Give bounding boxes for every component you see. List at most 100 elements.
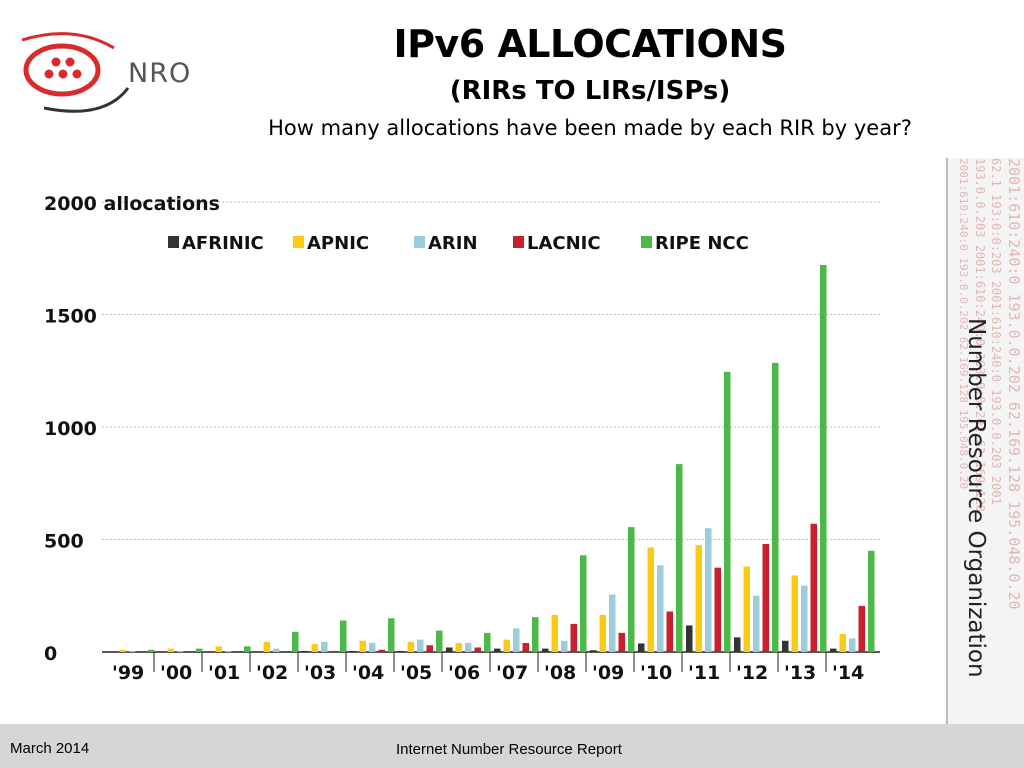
footer-date: March 2014 [10,740,90,757]
footer-report-name: Internet Number Resource Report [396,741,622,758]
legend-swatch [513,236,524,248]
x-tick-label: '10 [640,662,672,684]
logo-text: NRO [128,58,192,89]
logo-dot [65,57,75,67]
y-tick-label: 1500 [44,306,97,328]
bar-lacnic [618,632,625,652]
x-tick-label: '13 [784,662,816,684]
bar-lacnic [474,647,481,652]
logo-ring [23,43,101,97]
bar-arin [657,565,664,652]
bar-lacnic [762,544,769,652]
bar-apnic [599,614,606,652]
bar-afrinic [494,648,501,652]
bar-lacnic [522,643,529,652]
x-tick-label: '03 [304,662,336,684]
bar-ripe-ncc [724,371,731,652]
bar-apnic [455,643,462,652]
bar-arin [753,595,760,652]
x-tick-label: '08 [544,662,576,684]
x-tick-label: '99 [112,662,144,684]
bar-apnic [743,566,750,652]
bar-ripe-ncc [628,527,635,652]
bar-arin [513,628,520,652]
bar-arin [609,594,616,652]
bar-arin [321,641,328,652]
bar-lacnic [330,650,337,652]
bar-apnic [311,644,318,652]
deco-line: 2001:610:240:0 193.0.0.202 62.169.128 19… [1005,158,1023,610]
side-title: Number Resource Organization [963,318,989,678]
bar-apnic [503,639,510,652]
bar-ripe-ncc [148,649,155,652]
x-tick-label: '02 [256,662,288,684]
bar-ripe-ncc [244,646,251,652]
x-tick-label: '00 [160,662,192,684]
bar-afrinic [638,643,645,652]
bar-lacnic [570,623,577,652]
bar-lacnic [426,645,433,652]
bar-apnic [119,649,126,652]
deco-line: 62.1 193:0:0:203 2001:610:240:0 193.0.0.… [989,158,1003,505]
bar-apnic [359,640,366,652]
bar-arin [561,640,568,652]
deco-line: 193.0.0.203 2001:610:240:0 193.0.0.202 6… [973,158,987,513]
x-tick-label: '01 [208,662,240,684]
deco-line: 2001:610:240:0 193.0.0.202 62.169.128 19… [957,158,970,490]
legend-swatch [168,236,179,248]
bar-ripe-ncc [484,632,491,652]
bar-ripe-ncc [436,630,443,652]
bar-arin [129,650,136,652]
bar-afrinic [398,651,405,652]
legend-label: AFRINIC [182,233,264,254]
legend-swatch [641,236,652,248]
bar-arin [177,650,184,652]
bar-ripe-ncc [580,555,587,652]
bar-afrinic [590,650,597,652]
bar-apnic [551,614,558,652]
bar-ripe-ncc [532,617,539,652]
x-tick-label: '04 [352,662,384,684]
bar-ripe-ncc [676,464,683,652]
bar-afrinic [302,651,309,652]
logo-dot [44,69,54,79]
legend-swatch [414,236,425,248]
logo-swoosh-bottom [43,87,130,113]
x-tick-label: '05 [400,662,432,684]
page-title: IPv6 ALLOCATIONS [393,22,787,66]
bar-apnic [647,547,654,652]
bar-lacnic [858,605,865,652]
allocations-bar-chart: 0 500 1000 1500 2000 allocations '99 '00 '01 '02… [44,193,880,684]
chart-question: How many allocations have been made by e… [268,116,912,140]
page-subtitle: (RIRs TO LIRs/ISPs) [449,76,731,106]
legend-swatch [293,236,304,248]
bar-apnic [263,641,270,652]
legend-label: RIPE NCC [655,233,749,254]
bar-lacnic [714,567,721,652]
bar-afrinic [446,647,453,652]
side-divider [946,158,948,724]
footer-bar [0,724,1024,768]
bar-lacnic [378,649,385,652]
bar-arin [369,643,376,652]
bar-afrinic [686,625,693,652]
y-tick-label: 1000 [44,418,97,440]
bar-lacnic [666,611,673,652]
bar-arin [417,639,424,652]
x-tick-label: '07 [496,662,528,684]
legend-label: ARIN [428,233,478,254]
x-tick-label: '14 [832,662,864,684]
x-tick-label: '11 [688,662,720,684]
logo-dot [51,57,61,67]
logo-dot [58,69,68,79]
legend-label: LACNIC [527,233,601,254]
x-tick-label: '06 [448,662,480,684]
bar-ripe-ncc [292,631,299,652]
bar-apnic [167,648,174,652]
bar-afrinic [782,640,789,652]
bar-afrinic [830,648,837,652]
y-tick-label: 500 [44,531,84,553]
bar-ripe-ncc [340,620,347,652]
bar-ripe-ncc [196,648,203,652]
bar-apnic [215,646,222,652]
